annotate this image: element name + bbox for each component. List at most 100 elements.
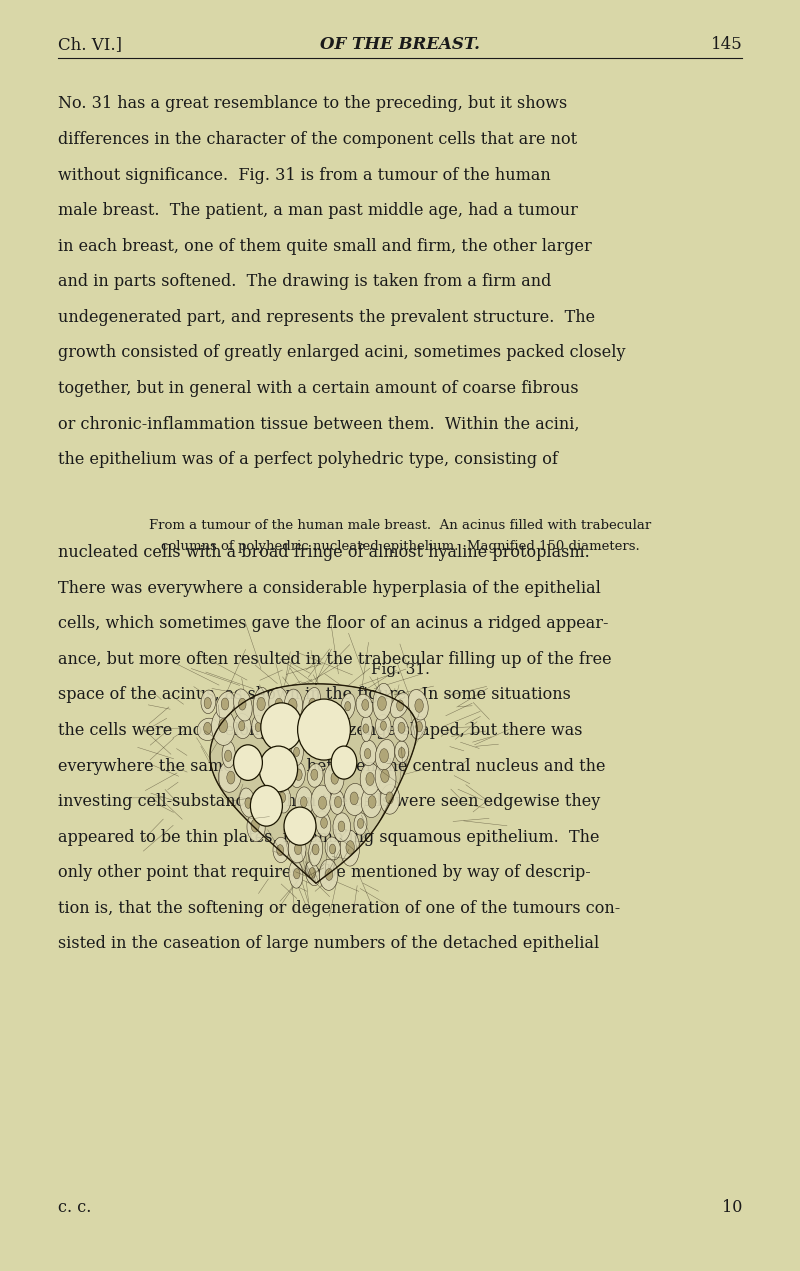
Circle shape: [238, 698, 246, 710]
Ellipse shape: [216, 691, 234, 718]
Ellipse shape: [303, 688, 321, 717]
Ellipse shape: [333, 813, 350, 841]
Text: cells, which sometimes gave the floor of an acinus a ridged appear-: cells, which sometimes gave the floor of…: [58, 615, 608, 632]
Circle shape: [295, 769, 302, 780]
Text: Ch. VI.]: Ch. VI.]: [58, 37, 122, 53]
Ellipse shape: [307, 764, 323, 787]
Circle shape: [275, 698, 283, 710]
Circle shape: [301, 797, 307, 807]
Circle shape: [294, 747, 299, 756]
Ellipse shape: [356, 694, 373, 718]
Text: male breast.  The patient, a man past middle age, had a tumour: male breast. The patient, a man past mid…: [58, 202, 578, 219]
Ellipse shape: [252, 716, 265, 738]
Circle shape: [288, 698, 297, 712]
Circle shape: [397, 700, 404, 710]
Ellipse shape: [394, 741, 409, 763]
Ellipse shape: [309, 836, 322, 866]
Circle shape: [378, 697, 386, 710]
Circle shape: [346, 840, 354, 854]
Text: everywhere the same relation between the central nucleus and the: everywhere the same relation between the…: [58, 758, 605, 774]
Ellipse shape: [341, 694, 355, 719]
Text: only other point that requires to be mentioned by way of descrip-: only other point that requires to be men…: [58, 864, 590, 881]
Ellipse shape: [360, 763, 380, 794]
Ellipse shape: [247, 812, 265, 841]
Circle shape: [204, 722, 211, 735]
Ellipse shape: [295, 787, 313, 817]
Circle shape: [277, 845, 284, 855]
Ellipse shape: [360, 740, 377, 765]
Ellipse shape: [375, 740, 395, 770]
Ellipse shape: [380, 784, 400, 815]
Ellipse shape: [330, 791, 345, 815]
Ellipse shape: [373, 684, 392, 721]
Ellipse shape: [239, 788, 256, 817]
Circle shape: [380, 749, 389, 763]
Circle shape: [334, 797, 342, 807]
Circle shape: [218, 718, 227, 732]
Ellipse shape: [259, 746, 298, 792]
Ellipse shape: [289, 860, 303, 888]
Circle shape: [366, 773, 374, 785]
Circle shape: [321, 817, 327, 829]
Circle shape: [222, 698, 229, 710]
Circle shape: [345, 702, 350, 710]
Circle shape: [350, 792, 358, 805]
Ellipse shape: [211, 709, 235, 745]
Ellipse shape: [305, 862, 320, 886]
Ellipse shape: [298, 699, 350, 760]
Ellipse shape: [222, 741, 235, 768]
Circle shape: [416, 722, 422, 732]
Circle shape: [415, 699, 423, 712]
Ellipse shape: [269, 688, 288, 718]
Circle shape: [294, 844, 302, 854]
Ellipse shape: [361, 714, 372, 742]
Text: nucleated cells with a broad fringe of almost hyaline protoplasm.: nucleated cells with a broad fringe of a…: [58, 544, 590, 561]
Ellipse shape: [234, 713, 251, 738]
Text: ance, but more often resulted in the trabecular filling up of the free: ance, but more often resulted in the tra…: [58, 651, 611, 667]
Circle shape: [365, 749, 371, 759]
Circle shape: [318, 797, 326, 810]
Ellipse shape: [291, 738, 303, 765]
Text: or chronic-inflammation tissue between them.  Within the acini,: or chronic-inflammation tissue between t…: [58, 416, 579, 432]
Text: space of the acinus, as shown in the figure.  In some situations: space of the acinus, as shown in the fig…: [58, 686, 570, 703]
Text: columns of polyhedric nucleated epithelium.  Magnified 150 diameters.: columns of polyhedric nucleated epitheli…: [161, 540, 639, 553]
Circle shape: [245, 798, 252, 808]
Circle shape: [257, 698, 266, 710]
Ellipse shape: [390, 693, 409, 718]
Circle shape: [225, 750, 232, 761]
Ellipse shape: [411, 716, 426, 738]
Ellipse shape: [284, 807, 316, 845]
Text: without significance.  Fig. 31 is from a tumour of the human: without significance. Fig. 31 is from a …: [58, 167, 550, 183]
Text: 10: 10: [722, 1200, 742, 1216]
Circle shape: [398, 722, 405, 733]
Ellipse shape: [284, 689, 302, 721]
Text: appeared to be thin plates, resembling squamous epithelium.  The: appeared to be thin plates, resembling s…: [58, 829, 599, 845]
Circle shape: [338, 821, 345, 831]
Circle shape: [381, 721, 386, 731]
Ellipse shape: [218, 760, 242, 792]
Circle shape: [398, 747, 405, 758]
Text: tion is, that the softening or degeneration of one of the tumours con-: tion is, that the softening or degenerat…: [58, 900, 620, 916]
Ellipse shape: [275, 785, 290, 813]
Ellipse shape: [331, 746, 357, 779]
Ellipse shape: [344, 783, 366, 816]
Text: No. 31 has a great resemblance to the preceding, but it shows: No. 31 has a great resemblance to the pr…: [58, 95, 567, 112]
Text: investing cell-substance.  When the cells were seen edgewise they: investing cell-substance. When the cells…: [58, 793, 600, 810]
Circle shape: [326, 868, 333, 881]
Text: the cells were more elongated or lozenge-shaped, but there was: the cells were more elongated or lozenge…: [58, 722, 582, 738]
Text: Fig. 31.: Fig. 31.: [370, 663, 430, 677]
Ellipse shape: [254, 688, 270, 724]
Circle shape: [381, 769, 389, 783]
Circle shape: [386, 792, 394, 805]
Ellipse shape: [362, 785, 382, 817]
Circle shape: [363, 724, 369, 733]
Ellipse shape: [315, 811, 331, 836]
Circle shape: [330, 844, 335, 854]
Ellipse shape: [325, 838, 341, 860]
Ellipse shape: [250, 785, 282, 826]
Text: growth consisted of greatly enlarged acini, sometimes packed closely: growth consisted of greatly enlarged aci…: [58, 344, 625, 361]
Circle shape: [278, 792, 286, 803]
Text: There was everywhere a considerable hyperplasia of the epithelial: There was everywhere a considerable hype…: [58, 580, 601, 596]
Text: From a tumour of the human male breast.  An acinus filled with trabecular: From a tumour of the human male breast. …: [149, 519, 651, 531]
Ellipse shape: [340, 830, 359, 866]
